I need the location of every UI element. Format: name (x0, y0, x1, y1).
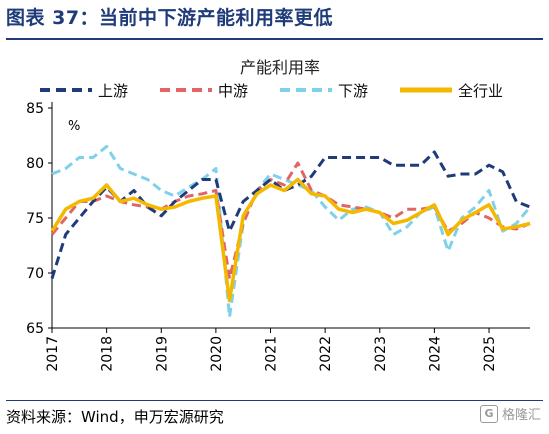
series-line-2 (50, 161, 531, 280)
y-axis-unit-label: % (68, 119, 80, 134)
footer-divider (6, 400, 543, 401)
page-title: 图表 37：当前中下游产能利用率更低 (6, 7, 334, 29)
x-tick-label: 2024 (427, 336, 443, 372)
watermark: G 格隆汇 (479, 404, 541, 423)
legend-label: 中游 (218, 82, 248, 100)
legend-label: 下游 (338, 82, 368, 100)
chart-title: 产能利用率 (240, 58, 320, 77)
line-chart: 产能利用率 上游 中游 下游 全行业 % 65 70 75 80 85 2017 2018 2019… (26, 58, 532, 372)
series-line-4 (50, 177, 531, 303)
legend-label: 全行业 (458, 82, 503, 100)
header-divider (6, 38, 543, 40)
watermark-logo-icon: G (479, 404, 498, 423)
x-tick-label: 2022 (318, 336, 334, 372)
series-line-1 (50, 150, 531, 279)
x-tick-label: 2017 (45, 336, 61, 372)
series-line-3 (51, 145, 532, 319)
y-tick-label: 70 (26, 266, 44, 282)
source-note: 资料来源：Wind，申万宏源研究 (6, 408, 224, 426)
chart-legend: 上游 中游 下游 全行业 (40, 82, 503, 100)
watermark-text: 格隆汇 (501, 408, 541, 423)
x-tick-label: 2020 (209, 336, 225, 372)
x-tick-label: 2019 (154, 336, 170, 372)
legend-label: 上游 (98, 82, 128, 100)
x-tick-label: 2021 (264, 336, 280, 372)
chart-axes: 65 70 75 80 85 2017 2018 2019 2020 2021 2022 2023 20… (26, 101, 530, 372)
x-tick-label: 2018 (100, 336, 116, 372)
x-tick-label: 2023 (373, 336, 389, 372)
x-tick-label: 2025 (482, 336, 498, 372)
y-tick-label: 65 (26, 321, 44, 337)
y-tick-label: 85 (26, 101, 44, 117)
chart-plot-area (50, 145, 532, 319)
y-tick-label: 75 (26, 211, 44, 227)
y-tick-label: 80 (26, 156, 44, 172)
